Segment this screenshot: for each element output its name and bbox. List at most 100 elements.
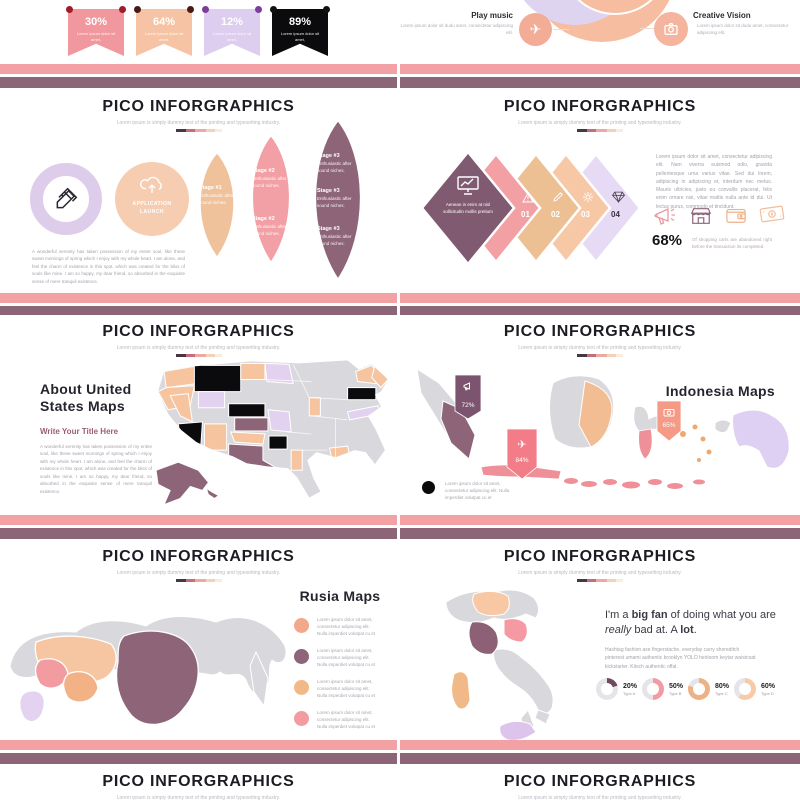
legend-text: Lorem ipsum dolor sit amet, consectetur … [317,648,376,667]
megaphone-icon [653,205,677,227]
cloud-launch-icon [115,174,189,196]
slide-header-only-left[interactable]: PICO INFORGRAPHICS Lorem ipsum is simply… [0,765,397,800]
legend-dot [294,618,309,633]
legend-dot [294,680,309,695]
slide-subtitle: Lorem ipsum is simply dummy text of the … [116,120,281,126]
stage-leaf-2: Stage #2 Enthusiastic after sound niches.… [239,132,303,266]
stat-value: 68% [652,232,683,249]
slide-usa-map[interactable]: PICO INFORGRAPHICS Lorem ipsum is simply… [0,315,397,517]
money-icon [759,205,785,227]
legend-dot [422,481,435,494]
slide-header: PICO INFORGRAPHICS Lorem ipsum is simply… [400,323,800,357]
pin-icon [270,6,277,13]
donut-ring [596,678,618,700]
feature-title: Play music [471,11,513,20]
stage-label: Stage #3 [317,226,340,232]
feature-caption: Lorem ipsum dolor sit dudu amet, consect… [400,23,513,35]
donut-chart-type-d: 60% Type D [734,678,775,700]
title-rule [577,579,623,582]
slide-header: PICO INFORGRAPHICS Lorem ipsum is simply… [400,548,800,582]
title-rule [175,579,222,582]
donut-chart-type-b: 50% Type B [642,678,683,700]
usa-heading: About United States Maps [40,381,132,414]
rusia-heading: Rusia Maps [299,588,381,604]
feature-title: Creative Vision [693,11,751,20]
step-number: 03 [581,210,590,219]
slide-separator [0,64,800,89]
slide-subtitle: Lorem ipsum is simply dummy text of the … [116,570,281,576]
banner-value: 89% [288,16,312,28]
svg-text:84%: 84% [515,457,528,464]
italy-map [445,589,554,740]
slide-header: PICO INFORGRAPHICS Lorem ipsum is simply… [400,773,800,800]
title-rule [577,354,623,357]
separator-bar-mauve [400,77,800,88]
pin-icon [134,6,141,13]
rusia-map [9,616,287,726]
title-rule [175,129,222,132]
banner-30: 30% Lorem ipsum dolor sit amet, [66,4,126,58]
slide-title: PICO INFORGRAPHICS [503,773,697,790]
slide-rusia-map[interactable]: PICO INFORGRAPHICS Lorem ipsum is simply… [0,540,397,740]
slide-separator [0,515,800,540]
donut-ring [688,678,710,700]
slide-header-only-right[interactable]: PICO INFORGRAPHICS Lorem ipsum is simply… [400,765,800,800]
legend-text: Lorem ipsum dolor sit amet, consectetur … [317,679,376,698]
separator-bar-mauve [0,77,397,88]
banner-12: 12% Lorem ipsum dolor sit amet, [202,4,262,58]
gem-icon [612,191,625,203]
separator-bar-mauve [400,306,800,317]
slide-italy-map[interactable]: PICO INFORGRAPHICS Lorem ipsum is simply… [400,540,800,740]
stage-desc: Enthusiastic after sound niches. [317,161,352,173]
slide-paragraph: Lorem ipsum dolor sit amet, consectetur … [656,154,772,210]
slide-subtitle: Lorem ipsum is simply dummy text of the … [518,570,682,576]
launch-label-1: APPLICATION [132,201,172,207]
slide-separator [0,293,800,318]
indonesia-map: 72% ✈ 84% 65% [416,367,790,489]
slide-stages[interactable]: PICO INFORGRAPHICS Lorem ipsum is simply… [0,90,397,293]
wallet-icon [725,205,747,227]
slide-header: PICO INFORGRAPHICS Lorem ipsum is simply… [0,323,397,357]
slide-diamonds[interactable]: PICO INFORGRAPHICS Lorem ipsum is simply… [400,90,800,293]
banner-64: 64% Lorem ipsum dolor sit amet, [134,4,194,58]
banner-value: 12% [220,16,244,28]
donut-chart-type-c: 80% Type C [688,678,729,700]
diamond-chevrons-graphic [420,150,642,266]
pin-icon [66,6,73,13]
separator-bar-pink [0,64,397,74]
slide-title: PICO INFORGRAPHICS [503,323,697,340]
slide-indonesia-map[interactable]: PICO INFORGRAPHICS Lorem ipsum is simply… [400,315,800,517]
slide-header: PICO INFORGRAPHICS Lorem ipsum is simply… [0,773,397,800]
application-launch-circle: APPLICATION LAUNCH [115,162,189,236]
stage-label: Stage #3 [317,188,340,194]
slide-subtitle: Lorem ipsum is simply dummy text of the … [518,120,682,126]
pin-icon [119,6,126,13]
banner-89: 89% Lorem ipsum dolor sit amet, [270,4,330,58]
legend-dot [294,711,309,726]
stage-leaf-3: Stage #3 Enthusiastic after sound niches.… [299,116,377,284]
usa-map [155,360,388,506]
slide-title: PICO INFORGRAPHICS [102,323,295,340]
legend-text: Lorem ipsum dolor sit amet, consectetur … [445,481,510,500]
pin-icon [255,6,262,13]
separator-bar-mauve [0,528,397,539]
launch-label-2: LAUNCH [139,209,165,215]
separator-bar-pink [400,64,800,74]
donut-ring [734,678,756,700]
banner-caption: Lorem ipsum dolor sit amet, [144,31,184,42]
legend-dot [294,649,309,664]
separator-bar-pink [400,293,800,303]
stage-label: Stage #2 [252,216,275,222]
slide-title: PICO INFORGRAPHICS [503,98,697,115]
separator-bar-mauve [0,753,397,764]
indonesia-heading: Indonesia Maps [665,383,775,399]
stage-desc: Enthusiastic after sound niches. [252,224,287,236]
step-number: 01 [521,210,530,219]
separator-bar-pink [0,515,397,525]
stage-label: Stage #1 [199,185,222,191]
banner-caption: Lorem ipsum dolor sit amet, [76,31,116,42]
monitor-chart-icon [456,175,480,195]
slide-circle-features[interactable]: Play music Lorem ipsum dolor sit dudu am… [400,0,800,62]
stage-leaf-1: Stage #1 Enthusiastic after sound niches. [188,150,246,260]
slide-banners[interactable]: 30% Lorem ipsum dolor sit amet, 64% Lore… [0,0,397,62]
